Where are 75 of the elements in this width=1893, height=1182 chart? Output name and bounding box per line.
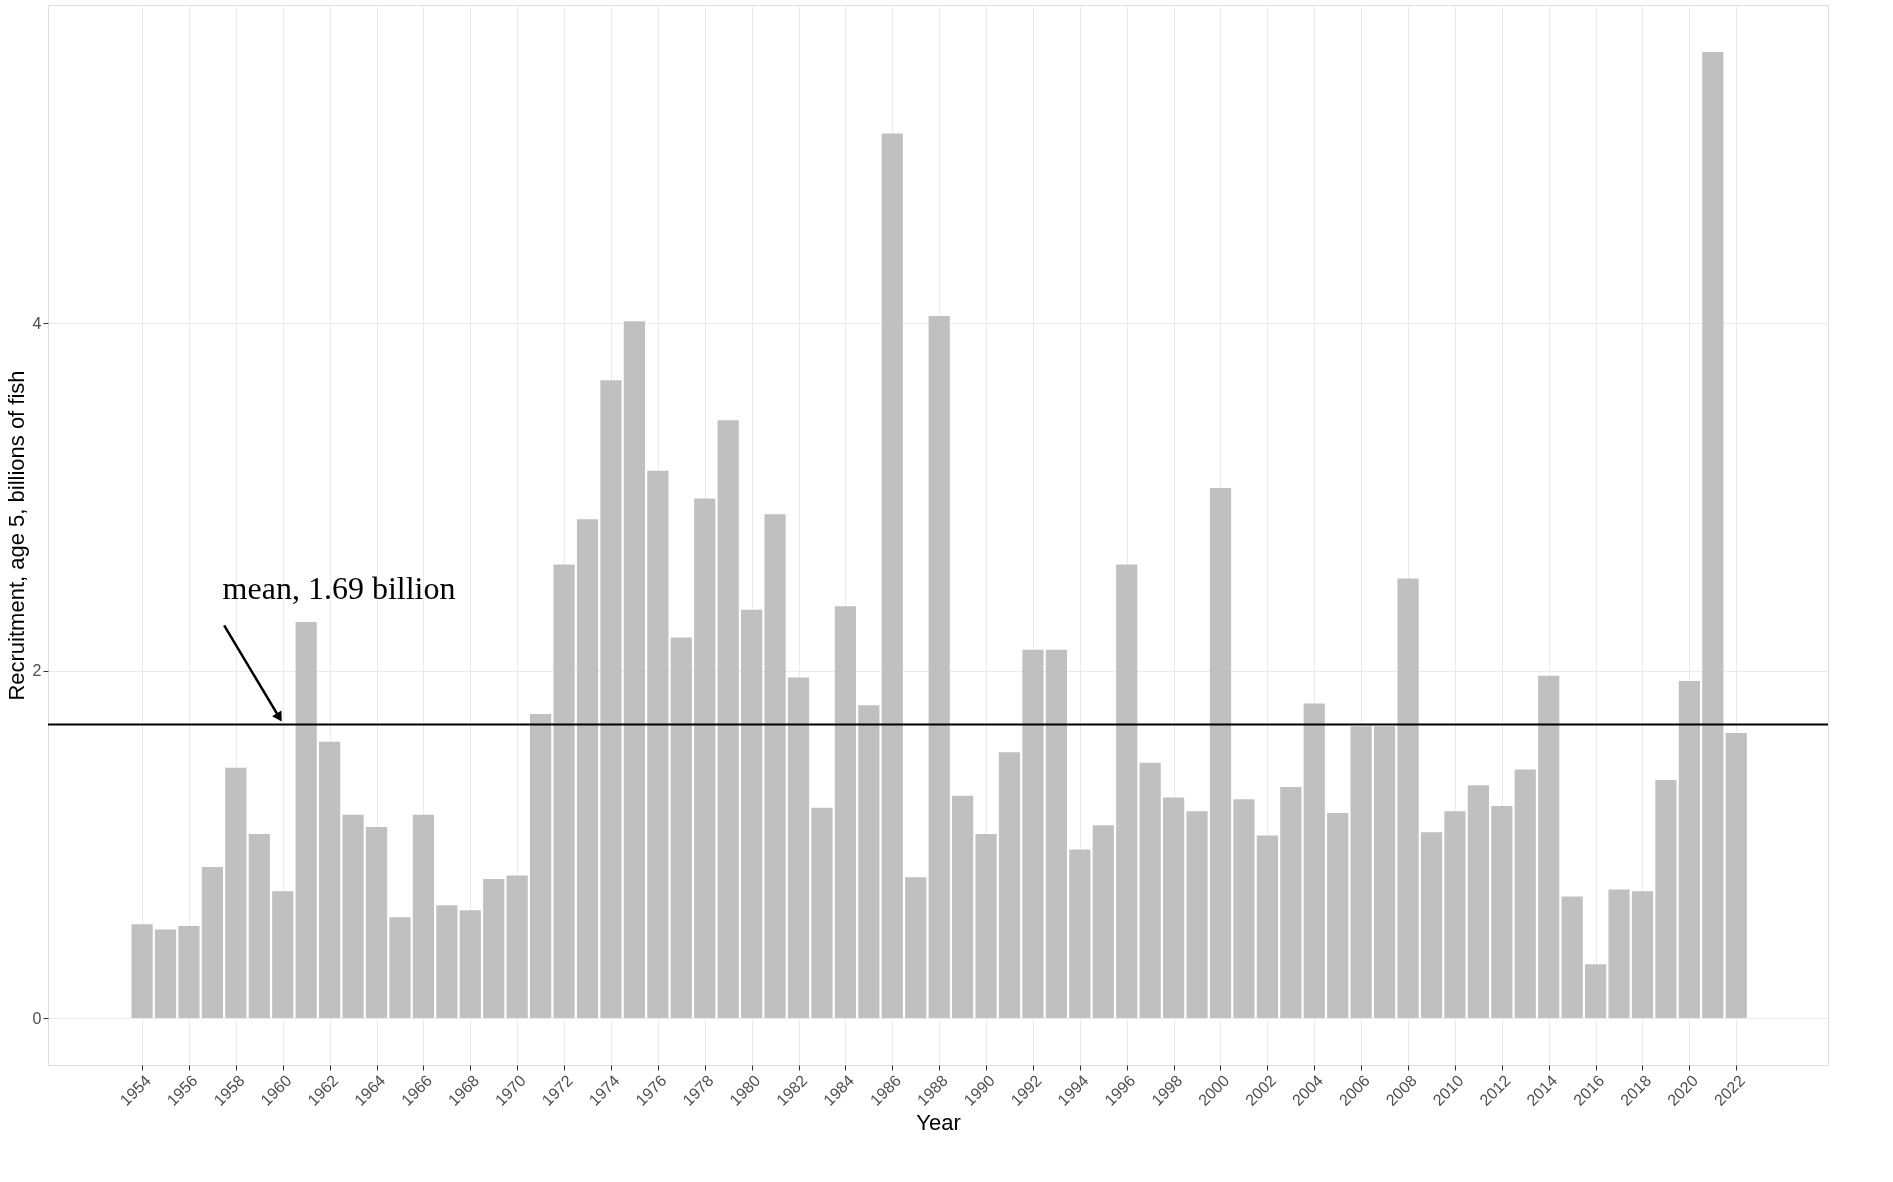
bar: [1116, 564, 1138, 1019]
bar: [1209, 488, 1232, 1019]
bar: [905, 877, 927, 1019]
bar: [670, 637, 692, 1019]
bar: [1655, 780, 1677, 1019]
bar: [1373, 726, 1396, 1019]
bar: [1608, 889, 1630, 1019]
bar: [1678, 680, 1700, 1019]
bar: [811, 807, 833, 1019]
bar: [1022, 649, 1044, 1019]
bar: [1069, 849, 1091, 1019]
bar: [1303, 703, 1325, 1019]
bar: [342, 814, 364, 1019]
bar: [576, 519, 599, 1019]
bar: [787, 677, 810, 1019]
y-tick-label: 4: [32, 314, 42, 332]
bar: [881, 133, 903, 1019]
bar: [459, 910, 481, 1019]
bar: [530, 713, 552, 1019]
bar: [483, 879, 505, 1019]
bar: [1233, 799, 1255, 1019]
bar: [764, 514, 786, 1019]
bar: [365, 826, 388, 1019]
bar: [975, 833, 997, 1019]
bar: [436, 905, 458, 1019]
bar: [1467, 785, 1489, 1019]
bar: [506, 875, 528, 1019]
y-tick-label: 2: [32, 662, 42, 680]
bar: [1444, 811, 1466, 1019]
bar: [1186, 811, 1208, 1019]
bar: [295, 621, 317, 1019]
bar: [928, 316, 950, 1019]
bar: [1139, 762, 1161, 1019]
bar: [412, 814, 435, 1019]
bar: [1584, 964, 1607, 1019]
bar: [717, 420, 739, 1019]
bar: [1350, 726, 1372, 1019]
bar: [553, 564, 575, 1019]
bar: [694, 498, 716, 1019]
bar: [272, 891, 294, 1019]
bar: [131, 924, 153, 1019]
bar: [1631, 891, 1654, 1019]
bar: [201, 866, 224, 1019]
bar: [741, 609, 763, 1019]
bar: [1491, 806, 1513, 1019]
bar: [1397, 578, 1419, 1019]
y-tick-label: 0: [32, 1009, 42, 1027]
bar: [319, 741, 341, 1019]
bar: [858, 705, 880, 1019]
bar: [1702, 51, 1724, 1019]
bar: [1420, 832, 1443, 1019]
bar: [1256, 835, 1278, 1019]
bar: [1092, 825, 1114, 1019]
bar: [1514, 769, 1536, 1019]
bar: [225, 767, 247, 1019]
bar: [834, 606, 857, 1019]
bar: [389, 917, 411, 1019]
bar: [1280, 786, 1302, 1019]
bar: [178, 925, 200, 1019]
bar: [1327, 813, 1349, 1019]
bar: [952, 795, 974, 1019]
bar: [998, 752, 1021, 1019]
bar: [1538, 675, 1560, 1019]
annotation: mean, 1.69 billion: [222, 569, 456, 606]
bar: [1561, 896, 1583, 1019]
bar: [647, 470, 669, 1019]
bar: [1163, 797, 1185, 1019]
x-axis-title: Year: [916, 1109, 961, 1135]
y-axis-title: Recruitment, age 5, billions of fish: [3, 370, 29, 701]
bar: [1045, 649, 1067, 1019]
bar: [248, 833, 270, 1019]
bar: [623, 321, 646, 1019]
bar: [154, 929, 177, 1019]
bar: [1725, 733, 1747, 1019]
bar: [600, 380, 622, 1019]
